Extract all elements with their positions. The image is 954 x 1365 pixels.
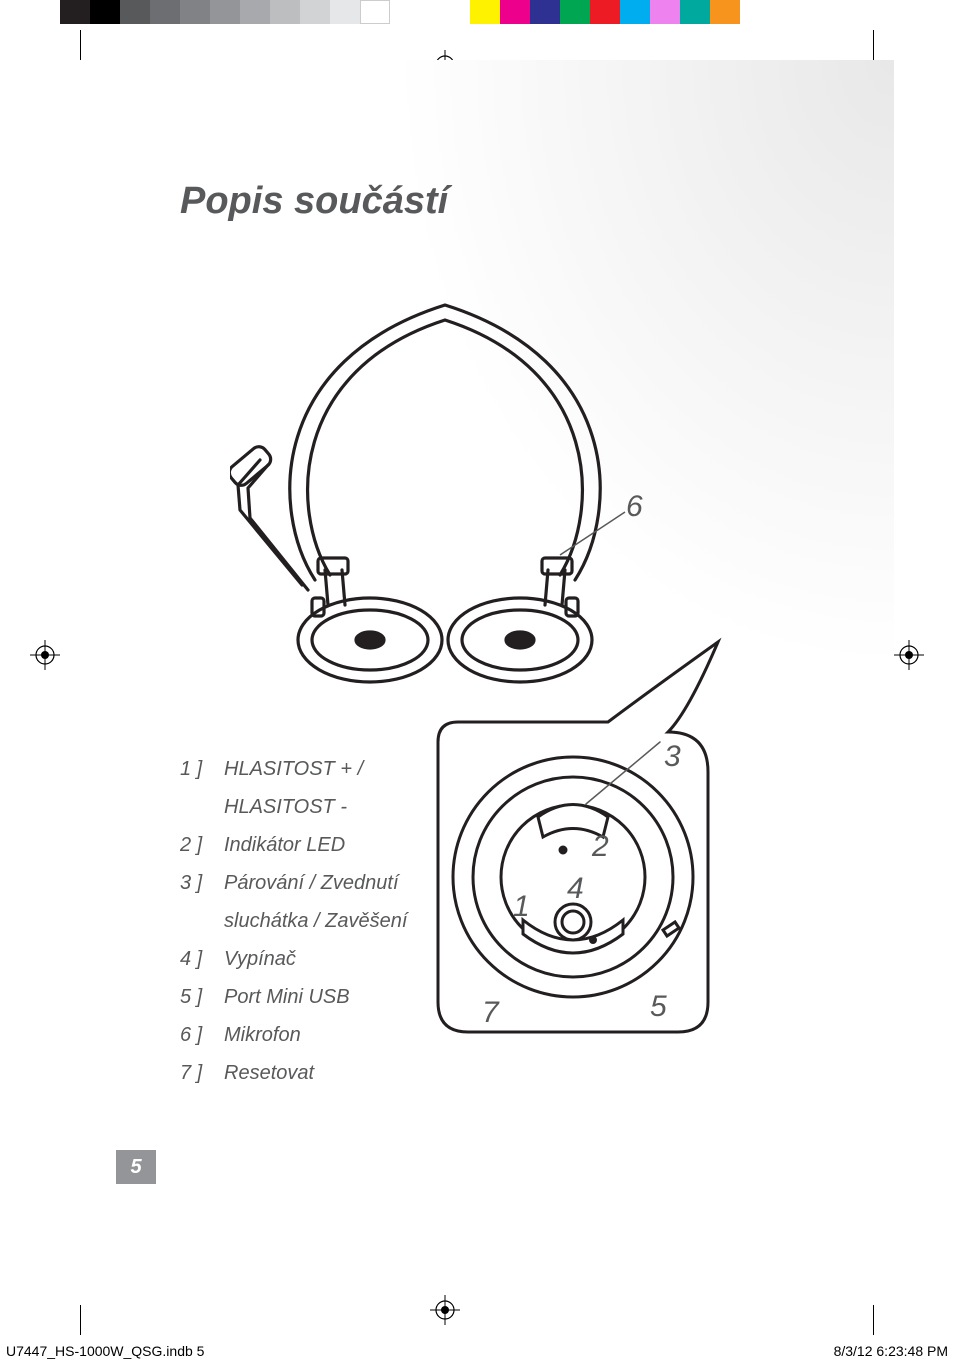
registration-mark-icon <box>430 50 460 80</box>
registration-mark-icon <box>894 640 924 670</box>
registration-mark-icon <box>30 640 60 670</box>
earcup-detail-illustration <box>408 672 738 1042</box>
part-label: HLASITOST + /HLASITOST - <box>224 750 363 826</box>
part-num: 3 ] <box>180 864 224 940</box>
page-number: 5 <box>116 1150 156 1184</box>
leader-line <box>560 500 640 570</box>
part-label: Mikrofon <box>224 1016 301 1054</box>
callout-number-5: 5 <box>650 990 667 1024</box>
part-num: 6 ] <box>180 1016 224 1054</box>
callout-number-2: 2 <box>592 830 609 864</box>
registration-mark-icon <box>430 1295 460 1325</box>
part-label: Port Mini USB <box>224 978 350 1016</box>
callout-number-4: 4 <box>567 872 584 906</box>
part-label: Resetovat <box>224 1054 314 1092</box>
trim-mark <box>873 1305 874 1335</box>
part-label: Párování / Zvednutísluchátka / Zavěšení <box>224 864 407 940</box>
trim-mark <box>80 30 81 60</box>
print-footer: U7447_HS-1000W_QSG.indb 5 8/3/12 6:23:48… <box>0 1343 954 1359</box>
printer-color-bar <box>0 0 954 24</box>
part-num: 4 ] <box>180 940 224 978</box>
callout-number-3: 3 <box>664 740 681 774</box>
trim-mark <box>80 1305 81 1335</box>
trim-mark <box>873 30 874 60</box>
part-num: 5 ] <box>180 978 224 1016</box>
part-label: Indikátor LED <box>224 826 345 864</box>
page-title: Popis součástí <box>180 180 448 223</box>
footer-filename: U7447_HS-1000W_QSG.indb 5 <box>6 1343 204 1359</box>
headset-illustration <box>230 270 660 700</box>
callout-number-1: 1 <box>513 890 530 924</box>
part-label: Vypínač <box>224 940 296 978</box>
part-num: 2 ] <box>180 826 224 864</box>
part-num: 7 ] <box>180 1054 224 1092</box>
footer-timestamp: 8/3/12 6:23:48 PM <box>834 1343 948 1359</box>
parts-list: 1 ]HLASITOST + /HLASITOST - 2 ]Indikátor… <box>180 750 407 1092</box>
callout-number-7: 7 <box>482 996 499 1030</box>
part-num: 1 ] <box>180 750 224 826</box>
